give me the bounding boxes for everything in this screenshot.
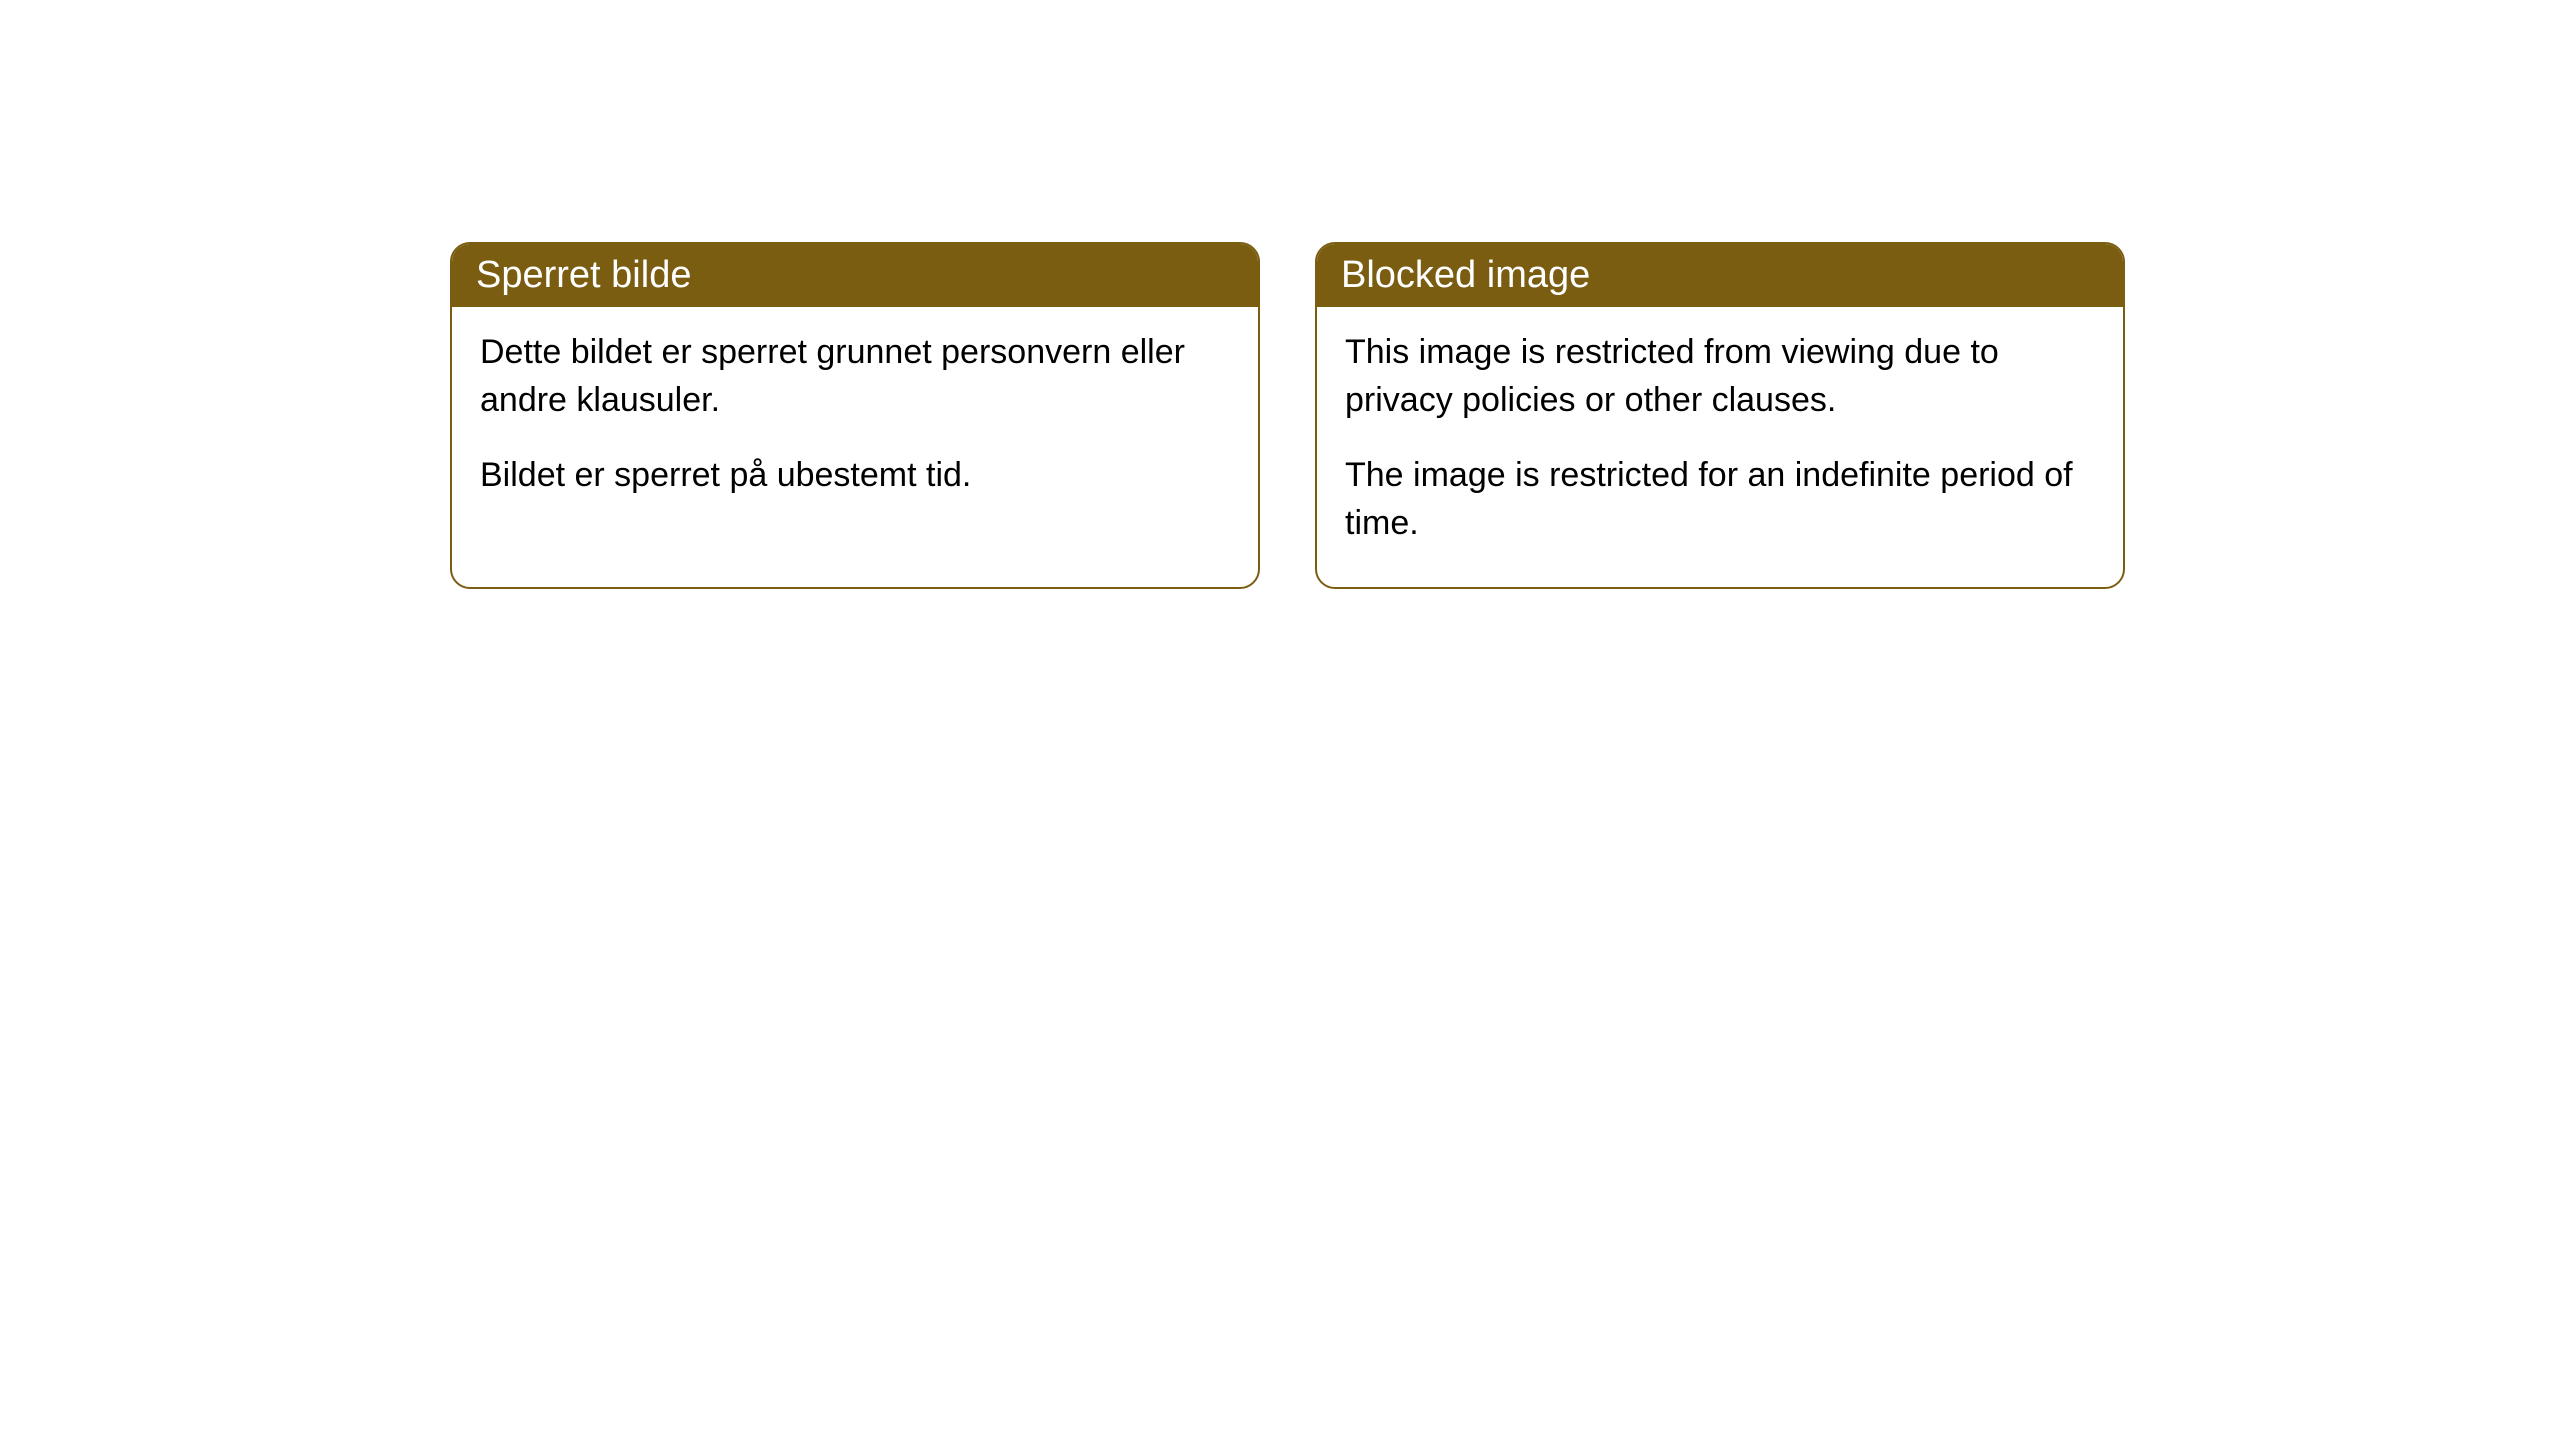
card-header: Blocked image [1317, 244, 2123, 307]
notice-cards-container: Sperret bilde Dette bildet er sperret gr… [450, 242, 2125, 589]
notice-text-2: Bildet er sperret på ubestemt tid. [480, 452, 1230, 500]
blocked-image-card-norwegian: Sperret bilde Dette bildet er sperret gr… [450, 242, 1260, 589]
notice-text-2: The image is restricted for an indefinit… [1345, 452, 2095, 547]
notice-text-1: This image is restricted from viewing du… [1345, 329, 2095, 424]
card-body: Dette bildet er sperret grunnet personve… [452, 307, 1258, 540]
card-header: Sperret bilde [452, 244, 1258, 307]
notice-text-1: Dette bildet er sperret grunnet personve… [480, 329, 1230, 424]
card-body: This image is restricted from viewing du… [1317, 307, 2123, 587]
blocked-image-card-english: Blocked image This image is restricted f… [1315, 242, 2125, 589]
